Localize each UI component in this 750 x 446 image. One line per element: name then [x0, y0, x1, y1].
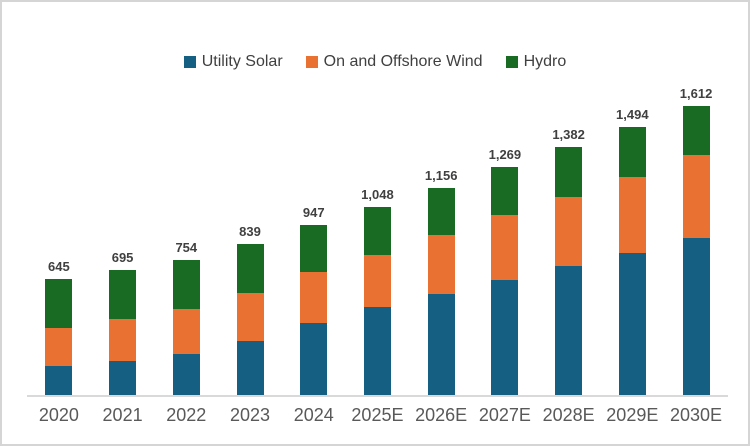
bar-segment-utility-solar — [555, 266, 583, 395]
bar-column-2023: 839 — [218, 87, 282, 395]
bar-column-2021: 695 — [91, 87, 155, 395]
bar-segment-hydro — [491, 167, 519, 215]
bar-column-2028E: 1,382 — [537, 87, 601, 395]
bar-total-label: 1,048 — [361, 186, 394, 202]
bar-segment-on-and-offshore-wind — [45, 327, 73, 366]
bar-segment-hydro — [236, 244, 264, 294]
bar-segment-hydro — [363, 206, 391, 255]
bar-segment-utility-solar — [300, 322, 328, 395]
bar-column-2030E: 1,612 — [664, 85, 728, 395]
x-axis-tick-label: 2021 — [102, 405, 143, 425]
x-axis-tick-label: 2023 — [229, 405, 271, 425]
legend-item-utility-solar: Utility Solar — [183, 53, 283, 71]
bar-segment-hydro — [45, 279, 73, 328]
bar-column-2020: 645 — [27, 87, 91, 395]
bar-segment-on-and-offshore-wind — [236, 293, 264, 341]
legend-swatch-wind-icon — [305, 56, 318, 68]
bar-segment-utility-solar — [363, 307, 391, 395]
bar-segment-utility-solar — [491, 279, 519, 395]
bar-segment-hydro — [618, 126, 646, 177]
bar-segment-hydro — [172, 259, 200, 309]
bar-total-label: 1,269 — [488, 147, 522, 163]
bar-segment-on-and-offshore-wind — [555, 197, 583, 267]
x-axis-tick-label: 2022 — [166, 405, 207, 425]
bar-segment-utility-solar — [427, 293, 455, 395]
x-axis-tick-label: 2029E — [606, 405, 659, 425]
chart-legend: Utility Solar On and Offshore Wind Hydro — [2, 53, 748, 71]
x-axis-tick-label: 2020 — [38, 405, 79, 425]
legend-label-wind: On and Offshore Wind — [323, 53, 483, 70]
bar-total-label: 839 — [239, 224, 261, 240]
bar-segment-on-and-offshore-wind — [427, 235, 455, 294]
bar-total-label: 1,156 — [424, 167, 458, 183]
x-axis-tick-label: 2024 — [293, 405, 334, 425]
bar-column-2026E: 1,156 — [409, 87, 473, 395]
bar-segment-on-and-offshore-wind — [363, 254, 391, 308]
bar-total-label: 695 — [111, 250, 134, 266]
bar-total-label: 947 — [302, 205, 325, 221]
bar-column-2024: 947 — [282, 87, 346, 395]
x-axis-tick-label: 2025E — [351, 405, 404, 425]
bar-segment-utility-solar — [236, 340, 264, 395]
bar-segment-utility-solar — [172, 353, 200, 395]
legend-label-hydro: Hydro — [523, 53, 567, 70]
bars-container: 645 695 754 839 947 1,048 1,156 1,269 1,382 1,494… — [27, 85, 728, 395]
bar-column-2029E: 1,494 — [600, 87, 664, 395]
bar-segment-on-and-offshore-wind — [109, 319, 137, 361]
legend-swatch-hydro-icon — [505, 56, 518, 68]
legend-item-wind: On and Offshore Wind — [305, 53, 483, 71]
bar-segment-hydro — [427, 187, 455, 236]
bar-total-label: 754 — [175, 239, 198, 255]
bar-segment-hydro — [682, 105, 710, 156]
bar-segment-on-and-offshore-wind — [682, 155, 710, 238]
bar-segment-on-and-offshore-wind — [618, 176, 646, 253]
bar-segment-on-and-offshore-wind — [172, 309, 200, 354]
x-axis-tick-label: 2027E — [478, 405, 531, 425]
x-axis-tick-label: 2026E — [415, 405, 468, 425]
legend-item-hydro: Hydro — [505, 53, 567, 71]
bar-total-label: 1,612 — [679, 85, 713, 101]
x-axis-tick-label: 2030E — [670, 405, 723, 425]
legend-swatch-utility-solar-icon — [183, 56, 196, 68]
bar-column-2022: 754 — [154, 87, 218, 395]
bar-column-2027E: 1,269 — [473, 87, 537, 395]
legend-label-utility-solar: Utility Solar — [201, 53, 283, 70]
x-axis-labels: 2020 2021 2022 2023 2024 2025E 2026E 2027E 2028E… — [27, 405, 728, 426]
bar-total-label: 645 — [48, 259, 70, 275]
plot-area: 645 695 754 839 947 1,048 1,156 1,269 1,382 1,494… — [27, 85, 728, 397]
bar-segment-utility-solar — [109, 360, 137, 395]
bar-segment-hydro — [555, 146, 583, 198]
bar-segment-hydro — [300, 225, 328, 272]
x-axis-tick-label: 2028E — [542, 405, 595, 425]
bar-total-label: 1,382 — [552, 126, 585, 142]
bar-total-label: 1,494 — [616, 106, 649, 122]
bar-segment-on-and-offshore-wind — [491, 214, 519, 280]
bar-segment-on-and-offshore-wind — [300, 271, 328, 323]
bar-segment-hydro — [109, 270, 137, 320]
bar-segment-utility-solar — [45, 365, 73, 395]
bar-segment-utility-solar — [682, 237, 710, 395]
bar-segment-utility-solar — [618, 253, 646, 395]
bar-column-2025E: 1,048 — [346, 87, 410, 395]
